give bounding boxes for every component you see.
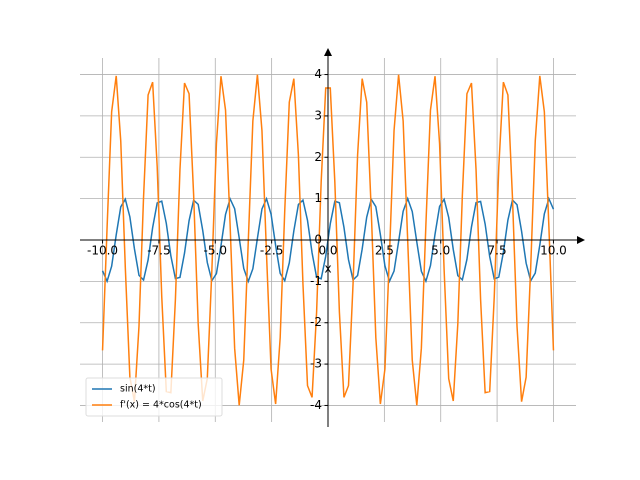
legend: sin(4*t) f'(x) = 4*cos(4*t) [85, 377, 223, 417]
y-tick-label: 0 [314, 233, 322, 247]
y-tick-label: 4 [314, 67, 322, 81]
y-tick-label: -1 [310, 274, 322, 288]
y-tick-label: -2 [310, 315, 322, 329]
x-axis-label: x [324, 262, 331, 276]
x-tick-label: -7.5 [147, 244, 170, 258]
x-tick-label: 5.0 [431, 244, 450, 258]
y-axis-arrow [324, 48, 332, 56]
x-tick-label: 2.5 [375, 244, 394, 258]
legend-label: f'(x) = 4*cos(4*t) [120, 400, 202, 411]
legend-label: sin(4*t) [120, 384, 156, 395]
x-tick-label: -10.0 [87, 244, 118, 258]
legend-box [85, 377, 223, 417]
y-tick-label: 1 [314, 191, 322, 205]
x-tick-label: 7.5 [488, 244, 507, 258]
y-tick-label: 2 [314, 150, 322, 164]
y-tick-label: -4 [310, 398, 322, 412]
y-tick-label: 3 [314, 108, 322, 122]
x-tick-label: -2.5 [260, 244, 283, 258]
x-tick-label: 0.0 [318, 244, 337, 258]
x-tick-label: -5.0 [204, 244, 227, 258]
x-tick-label: 10.0 [540, 244, 567, 258]
x-axis-arrow [577, 236, 585, 244]
y-tick-label: -3 [310, 357, 322, 371]
